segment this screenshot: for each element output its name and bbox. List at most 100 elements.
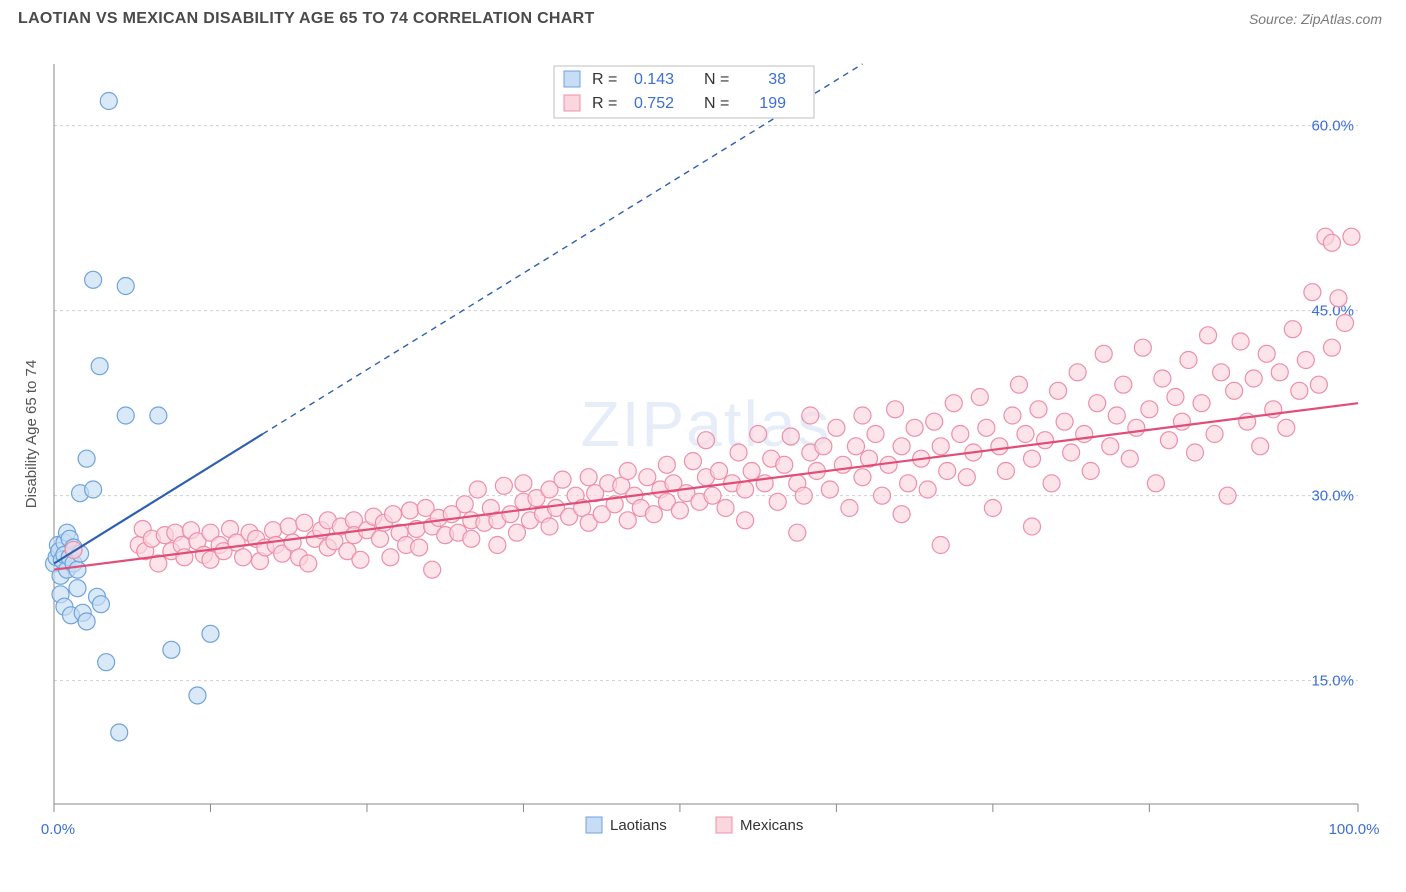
scatter-point (469, 481, 486, 498)
scatter-point (1004, 407, 1021, 424)
scatter-point (1213, 364, 1230, 381)
scatter-point (265, 522, 282, 539)
scatter-point (737, 481, 754, 498)
scatter-chart: 0.0%100.0%15.0%30.0%45.0%60.0%Disability… (18, 44, 1382, 848)
scatter-point (619, 512, 636, 529)
scatter-point (704, 487, 721, 504)
scatter-point (750, 426, 767, 443)
scatter-point (671, 502, 688, 519)
scatter-point (737, 512, 754, 529)
scatter-point (78, 450, 95, 467)
scatter-point (893, 506, 910, 523)
scatter-point (489, 537, 506, 554)
scatter-point (984, 500, 1001, 517)
scatter-point (730, 444, 747, 461)
scatter-point (952, 426, 969, 443)
scatter-point (401, 502, 418, 519)
scatter-point (69, 580, 86, 597)
scatter-point (1323, 234, 1340, 251)
scatter-point (1310, 376, 1327, 393)
chart-container: 0.0%100.0%15.0%30.0%45.0%60.0%Disability… (18, 44, 1382, 848)
scatter-point (1017, 426, 1034, 443)
scatter-point (717, 500, 734, 517)
scatter-point (1291, 382, 1308, 399)
scatter-point (789, 524, 806, 541)
scatter-point (684, 453, 701, 470)
scatter-point (945, 395, 962, 412)
source-label: Source: ZipAtlas.com (1249, 11, 1382, 27)
scatter-point (1063, 444, 1080, 461)
scatter-point (847, 438, 864, 455)
scatter-point (1056, 413, 1073, 430)
scatter-point (235, 549, 252, 566)
trend-line-extrapolated (263, 64, 863, 434)
scatter-point (117, 278, 134, 295)
scatter-point (743, 463, 760, 480)
scatter-point (782, 428, 799, 445)
scatter-point (495, 477, 512, 494)
scatter-point (189, 687, 206, 704)
scatter-point (821, 481, 838, 498)
legend-n-label: N = (704, 95, 729, 112)
scatter-point (1141, 401, 1158, 418)
legend-r-label: R = (592, 95, 617, 112)
scatter-point (991, 438, 1008, 455)
scatter-point (815, 438, 832, 455)
scatter-point (1030, 401, 1047, 418)
scatter-point (1050, 382, 1067, 399)
legend-n-value: 38 (768, 71, 786, 88)
scatter-point (867, 426, 884, 443)
scatter-point (1245, 370, 1262, 387)
scatter-point (1121, 450, 1138, 467)
scatter-point (372, 530, 389, 547)
scatter-point (1115, 376, 1132, 393)
scatter-point (280, 518, 297, 535)
scatter-point (202, 625, 219, 642)
x-tick-label: 0.0% (41, 821, 75, 838)
scatter-point (1180, 352, 1197, 369)
chart-title: LAOTIAN VS MEXICAN DISABILITY AGE 65 TO … (18, 10, 595, 28)
scatter-point (1147, 475, 1164, 492)
legend-swatch (716, 817, 732, 833)
scatter-point (580, 469, 597, 486)
scatter-point (932, 537, 949, 554)
scatter-point (1278, 419, 1295, 436)
scatter-point (887, 401, 904, 418)
legend-r-value: 0.752 (634, 95, 674, 112)
scatter-point (1297, 352, 1314, 369)
scatter-point (698, 432, 715, 449)
scatter-point (932, 438, 949, 455)
scatter-point (463, 530, 480, 547)
scatter-point (91, 358, 108, 375)
scatter-point (1134, 339, 1151, 356)
scatter-point (1336, 315, 1353, 332)
scatter-point (997, 463, 1014, 480)
scatter-point (1219, 487, 1236, 504)
scatter-point (1024, 518, 1041, 535)
scatter-point (1089, 395, 1106, 412)
scatter-point (1304, 284, 1321, 301)
scatter-point (776, 456, 793, 473)
scatter-point (554, 471, 571, 488)
legend-swatch (564, 95, 580, 111)
scatter-point (1232, 333, 1249, 350)
scatter-point (711, 463, 728, 480)
scatter-point (1193, 395, 1210, 412)
scatter-point (1323, 339, 1340, 356)
scatter-point (515, 475, 532, 492)
scatter-point (98, 654, 115, 671)
legend-series-label: Mexicans (740, 817, 803, 834)
scatter-point (411, 539, 428, 556)
legend-r-value: 0.143 (634, 71, 674, 88)
scatter-point (69, 561, 86, 578)
scatter-point (424, 561, 441, 578)
scatter-point (1043, 475, 1060, 492)
scatter-point (1108, 407, 1125, 424)
scatter-point (1095, 345, 1112, 362)
scatter-point (1102, 438, 1119, 455)
y-tick-label: 30.0% (1311, 488, 1354, 505)
scatter-point (1252, 438, 1269, 455)
scatter-point (1173, 413, 1190, 430)
scatter-point (658, 456, 675, 473)
scatter-point (900, 475, 917, 492)
